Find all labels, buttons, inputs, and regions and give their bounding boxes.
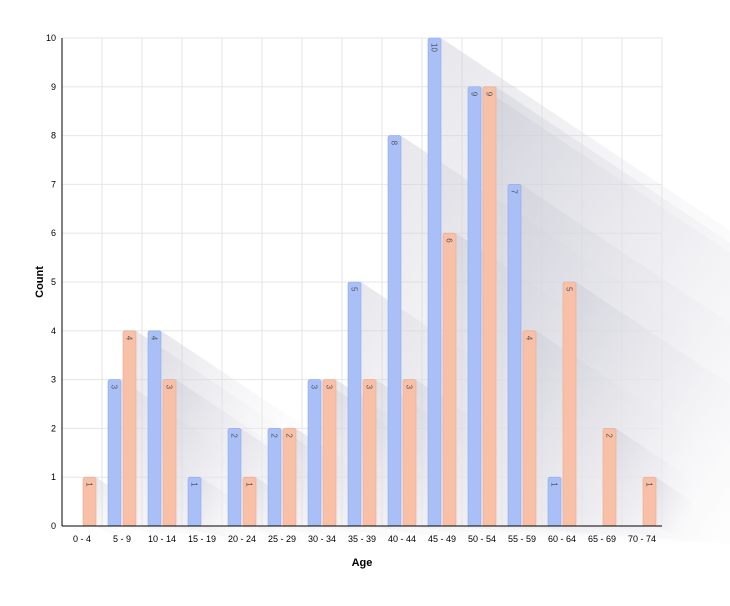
bar-series-1 bbox=[307, 379, 322, 527]
data-label: 1 bbox=[245, 482, 254, 487]
bar-series-1 bbox=[267, 428, 282, 527]
x-tick-label: 40 - 44 bbox=[388, 534, 416, 544]
bar-series-1 bbox=[427, 37, 442, 527]
data-label: 10 bbox=[430, 43, 439, 52]
x-tick-label: 35 - 39 bbox=[348, 534, 376, 544]
y-axis-label: Count bbox=[34, 266, 46, 298]
bar-series-2 bbox=[282, 428, 297, 527]
bar-series-2 bbox=[362, 379, 377, 527]
data-label: 1 bbox=[645, 482, 654, 487]
data-label: 4 bbox=[525, 336, 534, 341]
y-tick-label: 10 bbox=[46, 33, 56, 43]
x-tick-label: 0 - 4 bbox=[73, 534, 91, 544]
data-label: 9 bbox=[470, 92, 479, 97]
x-tick-label: 5 - 9 bbox=[113, 534, 131, 544]
x-tick-label: 50 - 54 bbox=[468, 534, 496, 544]
y-tick-label: 6 bbox=[51, 228, 56, 238]
y-tick-label: 2 bbox=[51, 423, 56, 433]
bar-series-1 bbox=[507, 184, 522, 527]
data-label: 1 bbox=[85, 482, 94, 487]
x-tick-label: 30 - 34 bbox=[308, 534, 336, 544]
data-label: 4 bbox=[150, 336, 159, 341]
x-axis-label: Age bbox=[352, 557, 373, 569]
bar-series-2 bbox=[122, 330, 137, 527]
data-label: 3 bbox=[325, 385, 334, 390]
data-label: 9 bbox=[485, 92, 494, 97]
x-tick-label: 45 - 49 bbox=[428, 534, 456, 544]
x-tick-label: 10 - 14 bbox=[148, 534, 176, 544]
data-label: 3 bbox=[405, 385, 414, 390]
data-label: 6 bbox=[445, 238, 454, 243]
y-tick-label: 5 bbox=[51, 277, 56, 287]
data-label: 5 bbox=[350, 287, 359, 292]
data-label: 2 bbox=[605, 433, 614, 438]
x-tick-label: 70 - 74 bbox=[628, 534, 656, 544]
y-tick-label: 4 bbox=[51, 326, 56, 336]
data-label: 4 bbox=[125, 336, 134, 341]
bar-series-2 bbox=[602, 428, 617, 527]
data-label: 1 bbox=[190, 482, 199, 487]
x-tick-label: 60 - 64 bbox=[548, 534, 576, 544]
bar-series-1 bbox=[107, 379, 122, 527]
data-label: 3 bbox=[310, 385, 319, 390]
bar-series-2 bbox=[402, 379, 417, 527]
bar-series-1 bbox=[387, 135, 402, 527]
x-tick-label: 20 - 24 bbox=[228, 534, 256, 544]
bar-series-1 bbox=[347, 281, 362, 527]
data-label: 1 bbox=[550, 482, 559, 487]
bar-series-1 bbox=[467, 86, 482, 527]
bar-series-1 bbox=[147, 330, 162, 527]
bar-series-2 bbox=[522, 330, 537, 527]
x-tick-label: 55 - 59 bbox=[508, 534, 536, 544]
data-label: 5 bbox=[565, 287, 574, 292]
bar-series-2 bbox=[442, 232, 457, 527]
x-tick-label: 15 - 19 bbox=[188, 534, 216, 544]
y-tick-label: 3 bbox=[51, 375, 56, 385]
data-label: 3 bbox=[110, 385, 119, 390]
data-label: 3 bbox=[165, 385, 174, 390]
bar-series-1 bbox=[227, 428, 242, 527]
y-tick-label: 7 bbox=[51, 179, 56, 189]
x-tick-label: 25 - 29 bbox=[268, 534, 296, 544]
bar-series-2 bbox=[562, 281, 577, 527]
y-tick-label: 8 bbox=[51, 131, 56, 141]
data-label: 2 bbox=[230, 433, 239, 438]
x-tick-label: 65 - 69 bbox=[588, 534, 616, 544]
data-label: 8 bbox=[390, 141, 399, 146]
y-tick-label: 1 bbox=[51, 472, 56, 482]
bar-series-2 bbox=[162, 379, 177, 527]
data-label: 2 bbox=[270, 433, 279, 438]
data-label: 2 bbox=[285, 433, 294, 438]
bar-shadow bbox=[656, 477, 693, 546]
y-tick-label: 9 bbox=[51, 82, 56, 92]
data-label: 3 bbox=[365, 385, 374, 390]
y-tick-label: 0 bbox=[51, 521, 56, 531]
data-label: 7 bbox=[510, 189, 519, 194]
bar-series-2 bbox=[482, 86, 497, 527]
bar-series-2 bbox=[322, 379, 337, 527]
